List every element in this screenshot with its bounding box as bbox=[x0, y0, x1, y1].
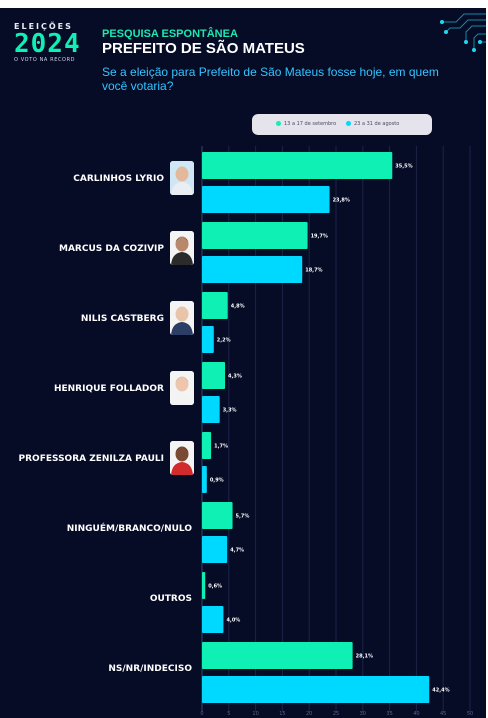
x-tick-label: 10 bbox=[252, 711, 258, 717]
candidate-name: NINGUÉM/BRANCO/NULO bbox=[66, 524, 192, 534]
legend-item-august: 23 a 31 de agosto bbox=[346, 121, 399, 128]
bar bbox=[202, 502, 233, 529]
bar bbox=[202, 536, 228, 563]
candidate-row-label: MARCUS DA COZIVIP bbox=[0, 231, 194, 265]
legend-swatch-august bbox=[346, 121, 351, 126]
circuit-decoration bbox=[440, 13, 486, 52]
bar bbox=[202, 466, 207, 493]
candidate-name: PROFESSORA ZENILZA PAULI bbox=[18, 454, 164, 464]
candidate-name: NILIS CASTBERG bbox=[80, 314, 164, 324]
page-title: PREFEITO DE SÃO MATEUS bbox=[102, 40, 305, 57]
bar bbox=[202, 676, 430, 703]
x-tick-label: 15 bbox=[279, 711, 285, 717]
logo-subtitle: O VOTO NA RECORD bbox=[14, 57, 76, 63]
x-tick-label: 35 bbox=[386, 711, 392, 717]
data-label: 23,8% bbox=[333, 198, 350, 204]
data-label: 19,7% bbox=[311, 234, 328, 240]
legend-label-august: 23 a 31 de agosto bbox=[354, 121, 400, 127]
data-label: 0,9% bbox=[210, 478, 224, 484]
survey-type: PESQUISA ESPONTÂNEA bbox=[102, 28, 238, 40]
data-label: 35,5% bbox=[395, 164, 412, 170]
bar bbox=[202, 152, 393, 179]
logo-top-text: ELEIÇÕES bbox=[14, 22, 73, 31]
data-label: 4,8% bbox=[231, 304, 245, 310]
bar bbox=[202, 396, 220, 423]
bar bbox=[202, 292, 228, 319]
candidate-photo-carlinhos-lyrio bbox=[170, 161, 194, 195]
x-tick-label: 0 bbox=[200, 711, 203, 717]
data-label: 0,6% bbox=[208, 584, 222, 590]
bar bbox=[202, 326, 214, 353]
bar bbox=[202, 362, 226, 389]
bar bbox=[202, 642, 353, 669]
candidate-row-label: PROFESSORA ZENILZA PAULI bbox=[0, 441, 194, 475]
candidate-name: MARCUS DA COZIVIP bbox=[59, 244, 164, 254]
x-tick-label: 45 bbox=[440, 711, 446, 717]
candidate-name: NS/NR/INDECISO bbox=[108, 664, 192, 674]
bar bbox=[202, 572, 206, 599]
data-label: 2,2% bbox=[217, 338, 231, 344]
candidate-row-label: NINGUÉM/BRANCO/NULO bbox=[0, 515, 194, 543]
candidate-row-label: NS/NR/INDECISO bbox=[0, 655, 194, 683]
chart-legend: 13 a 17 de setembro 23 a 31 de agosto bbox=[252, 114, 432, 135]
candidate-name: HENRIQUE FOLLADOR bbox=[53, 384, 164, 394]
bar bbox=[202, 606, 224, 633]
candidate-photo-professora-zenilza-pauli bbox=[170, 441, 194, 475]
candidate-row-label: NILIS CASTBERG bbox=[0, 301, 194, 335]
x-tick-label: 50 bbox=[467, 711, 473, 717]
legend-swatch-september bbox=[276, 121, 281, 126]
x-tick-label: 25 bbox=[333, 711, 339, 717]
top-border bbox=[0, 0, 486, 8]
legend-label-september: 13 a 17 de setembro bbox=[284, 121, 337, 127]
survey-question: Se a eleição para Prefeito de São Mateus… bbox=[102, 65, 439, 93]
bar bbox=[202, 256, 303, 283]
candidate-photo-nilis-castberg bbox=[170, 301, 194, 335]
data-label: 4,3% bbox=[228, 374, 242, 380]
candidate-row-label: OUTROS bbox=[0, 585, 194, 613]
data-label: 3,3% bbox=[223, 408, 237, 414]
candidate-name: OUTROS bbox=[149, 594, 192, 604]
bar bbox=[202, 432, 212, 459]
x-tick-label: 40 bbox=[413, 711, 419, 717]
candidate-row-label: HENRIQUE FOLLADOR bbox=[0, 371, 194, 405]
candidate-row-label: CARLINHOS LYRIO bbox=[0, 161, 194, 195]
bar bbox=[202, 186, 330, 213]
candidate-photo-marcus-da-cozivip bbox=[170, 231, 194, 265]
data-label: 4,7% bbox=[230, 548, 244, 554]
bar bbox=[202, 222, 308, 249]
logo-year: 2024 bbox=[14, 29, 81, 59]
eleicoes-2024-logo: ELEIÇÕES 2024 O VOTO NA RECORD bbox=[14, 22, 94, 64]
data-label: 5,7% bbox=[236, 514, 250, 520]
data-label: 18,7% bbox=[305, 268, 322, 274]
data-label: 42,4% bbox=[432, 688, 449, 694]
data-label: 4,0% bbox=[226, 618, 240, 624]
legend-item-september: 13 a 17 de setembro bbox=[276, 121, 336, 128]
x-tick-label: 20 bbox=[306, 711, 312, 717]
candidate-photo-henrique-follador bbox=[170, 371, 194, 405]
x-tick-label: 30 bbox=[360, 711, 366, 717]
candidate-name: CARLINHOS LYRIO bbox=[73, 174, 164, 184]
data-label: 28,1% bbox=[356, 654, 373, 660]
x-tick-label: 5 bbox=[227, 711, 230, 717]
data-label: 1,7% bbox=[214, 444, 228, 450]
